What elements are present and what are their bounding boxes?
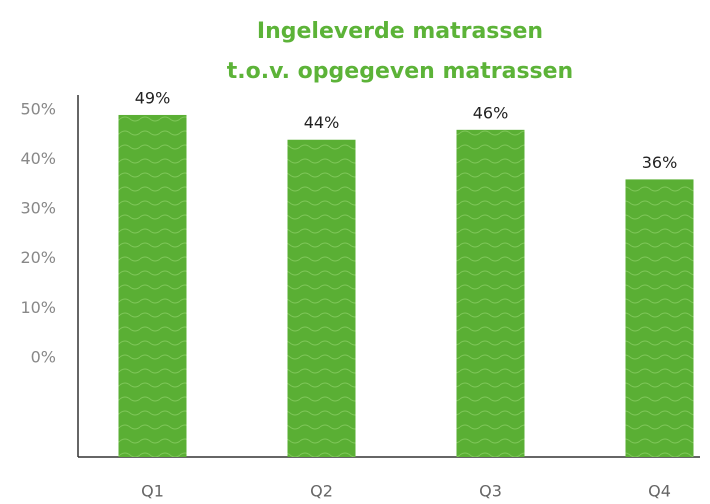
y-tick-label: 30% — [20, 199, 56, 218]
x-tick-label: Q4 — [648, 482, 671, 501]
chart-subtitle: t.o.v. opgegeven matrassen — [227, 59, 573, 84]
y-tick-label: 40% — [20, 149, 56, 168]
x-tick-label: Q1 — [141, 482, 164, 501]
y-tick-label: 0% — [31, 347, 56, 366]
data-label: 49% — [135, 88, 171, 107]
data-label: 36% — [642, 153, 678, 172]
bar-texture — [118, 114, 187, 457]
bar-texture — [625, 179, 694, 457]
data-label: 46% — [473, 103, 509, 122]
y-tick-label: 20% — [20, 248, 56, 267]
bar-texture — [456, 129, 525, 458]
x-tick-label: Q3 — [479, 482, 502, 501]
y-tick-label: 10% — [20, 298, 56, 317]
data-label: 44% — [304, 113, 340, 132]
chart-title: Ingeleverde matrassen — [257, 19, 543, 44]
bar-texture — [287, 139, 356, 457]
y-tick-label: 50% — [20, 100, 56, 119]
x-tick-label: Q2 — [310, 482, 333, 501]
